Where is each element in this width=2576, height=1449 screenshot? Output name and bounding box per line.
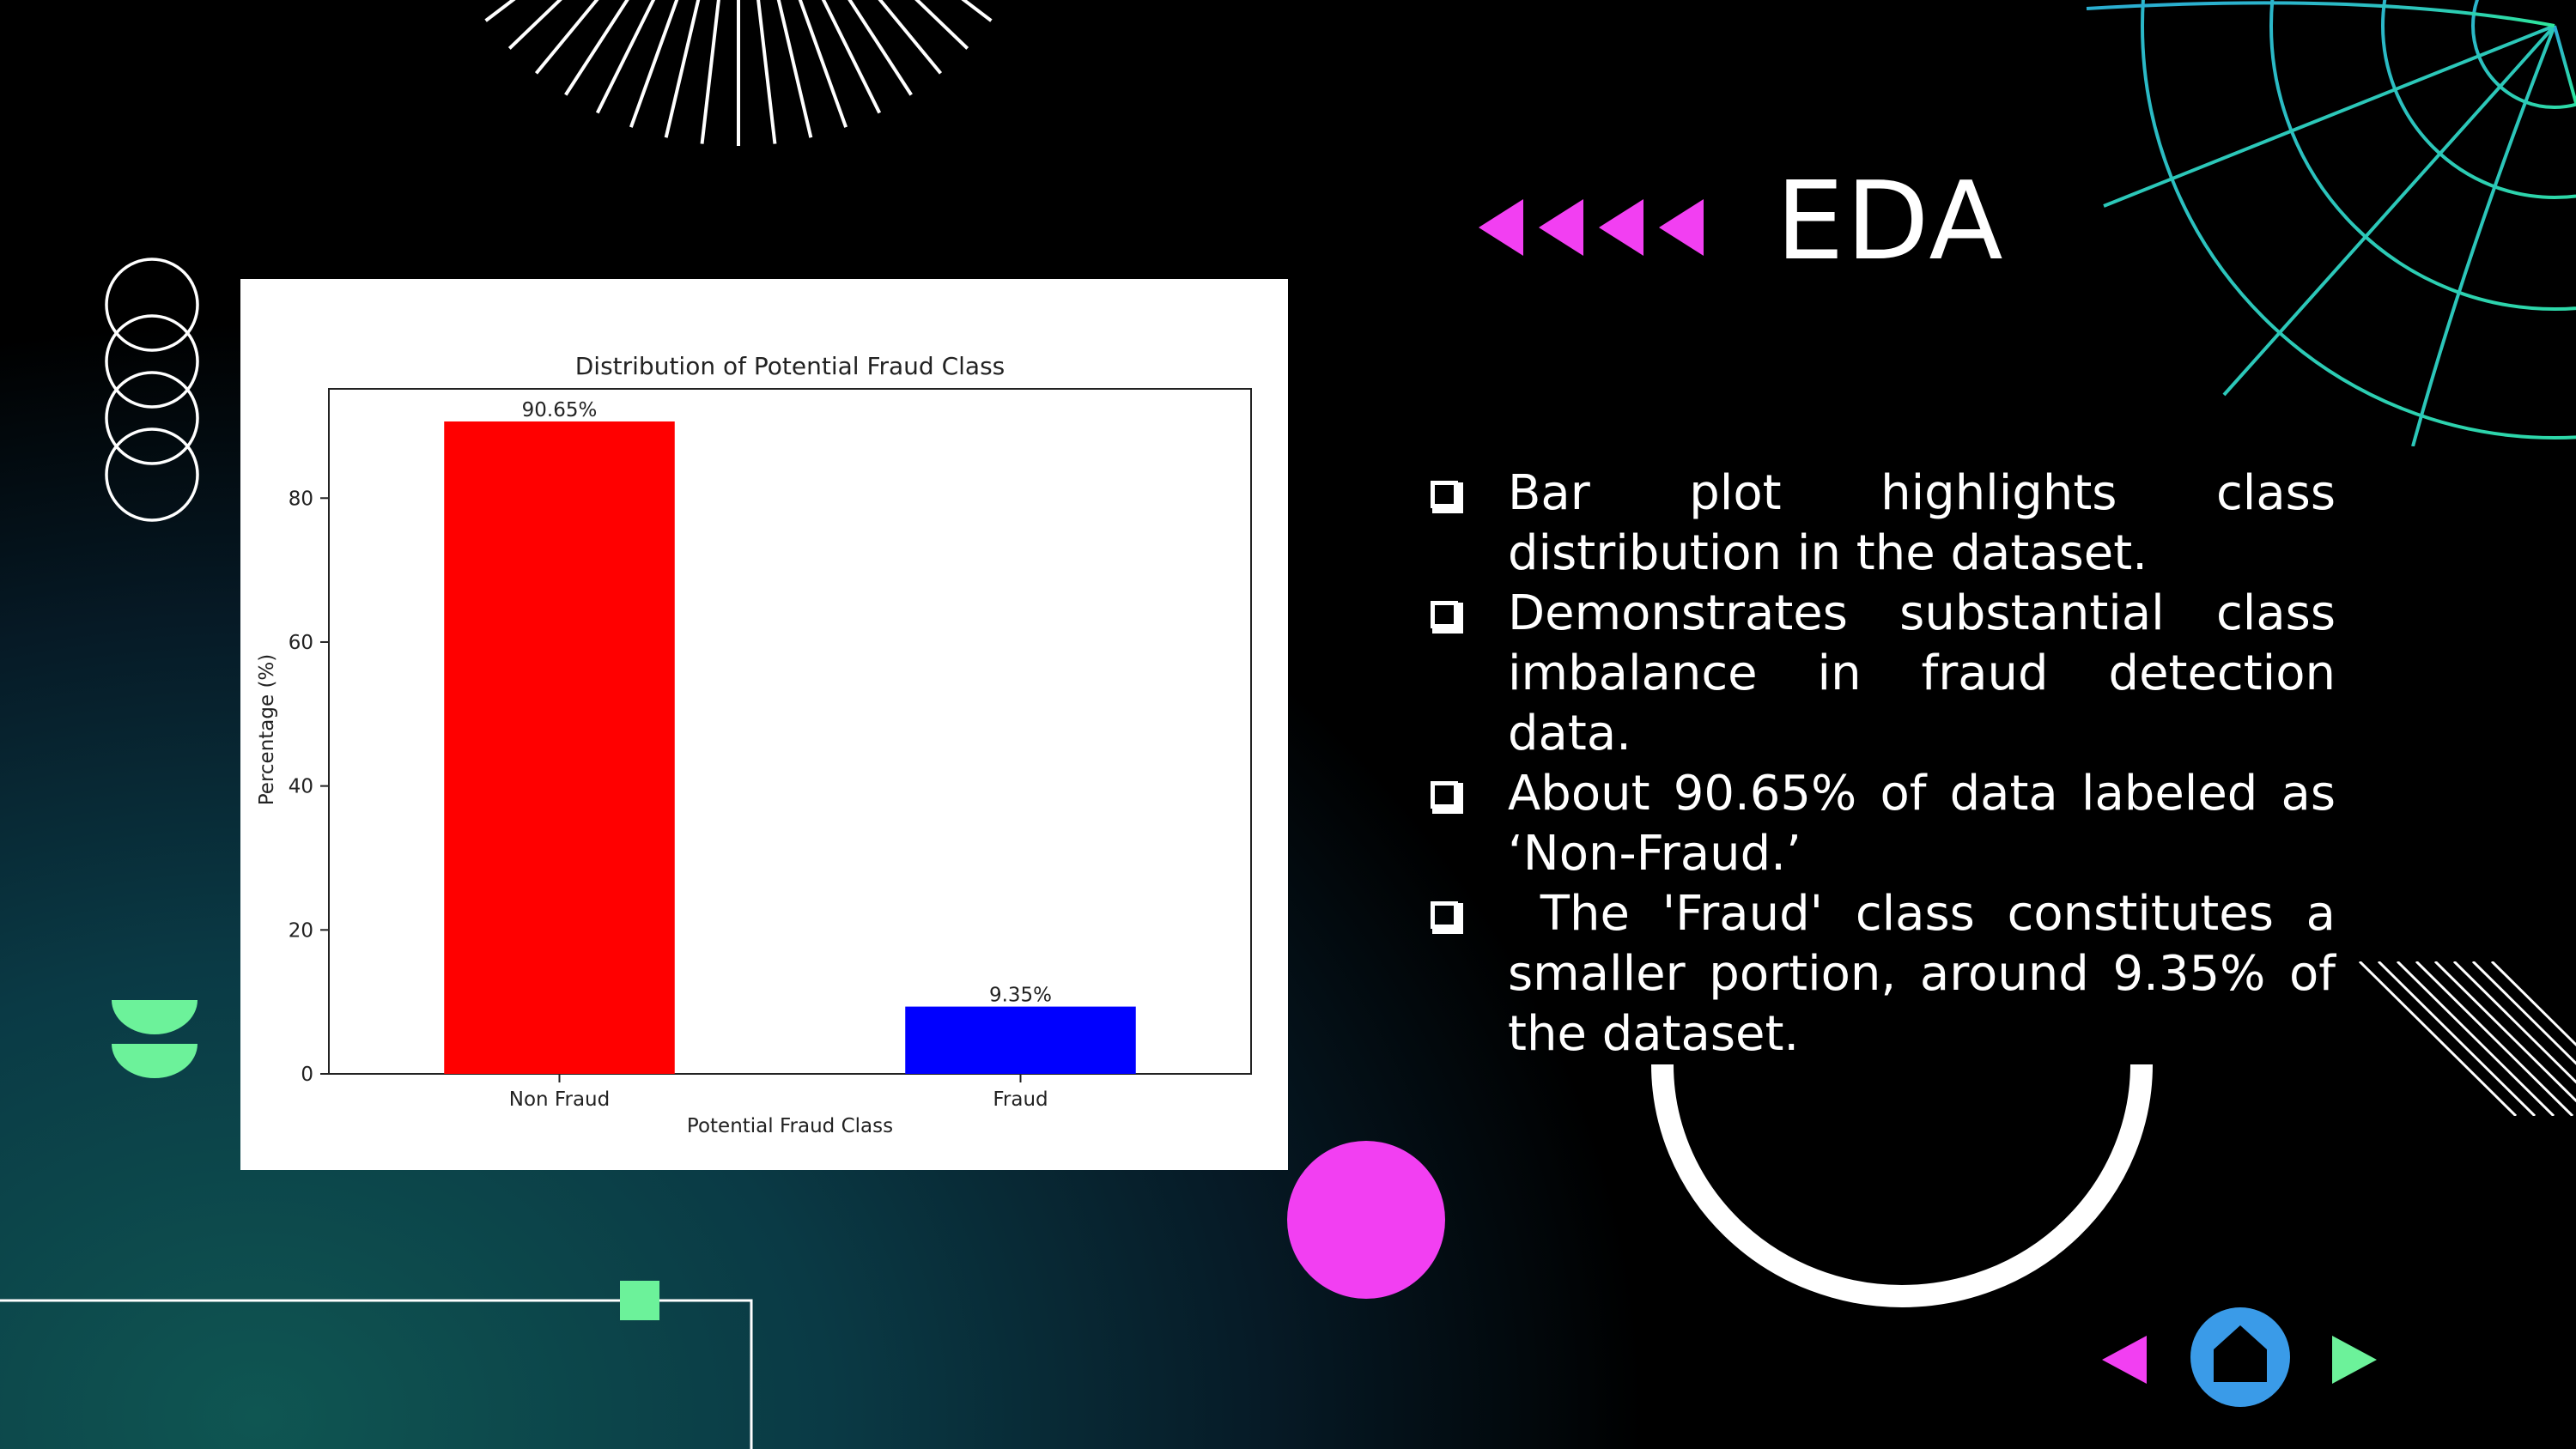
bar-chart: Distribution of Potential Fraud Class Pe… <box>256 352 1252 1137</box>
bar-fraud <box>905 1006 1136 1074</box>
sunburst-decoration <box>484 0 993 146</box>
triangle-left-icon <box>2102 1336 2147 1384</box>
home-icon <box>2214 1325 2267 1382</box>
checkbox-bullet-icon <box>1431 601 1463 634</box>
plot-frame <box>328 388 1252 1075</box>
magenta-circle-decoration <box>1287 1141 1445 1299</box>
chart-title: Distribution of Potential Fraud Class <box>575 352 1005 380</box>
home-button[interactable] <box>2190 1307 2291 1408</box>
bracket-line-decoration <box>0 1281 753 1449</box>
y-tick-label: 0 <box>301 1064 313 1086</box>
next-slide-button[interactable] <box>2332 1334 2379 1385</box>
rings-decoration <box>105 258 199 522</box>
bar-non-fraud <box>444 421 675 1074</box>
y-tick-label: 40 <box>289 776 313 798</box>
half-circles-decoration <box>112 1000 197 1078</box>
data-label: 9.35% <box>989 985 1052 1007</box>
bullet-item: About 90.65% of data labeled as ‘Non-Fra… <box>1425 764 2336 884</box>
triangle-right-icon <box>2332 1336 2377 1384</box>
previous-slide-button[interactable] <box>2102 1334 2148 1385</box>
hatch-lines-decoration <box>2358 961 2576 1116</box>
x-tick-label: Non Fraud <box>509 1088 610 1111</box>
x-tick-label: Fraud <box>993 1088 1048 1111</box>
checkbox-bullet-icon <box>1431 901 1463 934</box>
title-arrows-decoration <box>1479 199 1704 256</box>
chart-card: Distribution of Potential Fraud Class Pe… <box>240 279 1288 1170</box>
bullet-item: Bar plot highlights class distribution i… <box>1425 464 2336 584</box>
checkbox-bullet-icon <box>1431 481 1463 513</box>
data-label: 90.65% <box>522 399 598 421</box>
y-axis-label: Percentage (%) <box>256 654 278 806</box>
bullet-list: Bar plot highlights class distribution i… <box>1425 464 2336 1064</box>
y-tick-label: 80 <box>289 488 313 510</box>
y-tick-label: 20 <box>289 919 313 942</box>
arc-decoration <box>1651 1064 2153 1307</box>
bullet-item: Demonstrates substantial class imbalance… <box>1425 584 2336 764</box>
x-axis-label: Potential Fraud Class <box>687 1115 893 1137</box>
slide-title: EDA <box>1776 158 2005 284</box>
bullet-item: The 'Fraud' class constitutes a smaller … <box>1425 884 2336 1064</box>
polar-grid-decoration <box>2086 0 2576 446</box>
y-tick-label: 60 <box>289 632 313 654</box>
checkbox-bullet-icon <box>1431 781 1463 814</box>
